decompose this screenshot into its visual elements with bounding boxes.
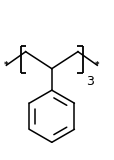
- Text: *: *: [4, 61, 9, 70]
- Text: *: *: [94, 61, 99, 70]
- Text: 3: 3: [85, 76, 93, 88]
